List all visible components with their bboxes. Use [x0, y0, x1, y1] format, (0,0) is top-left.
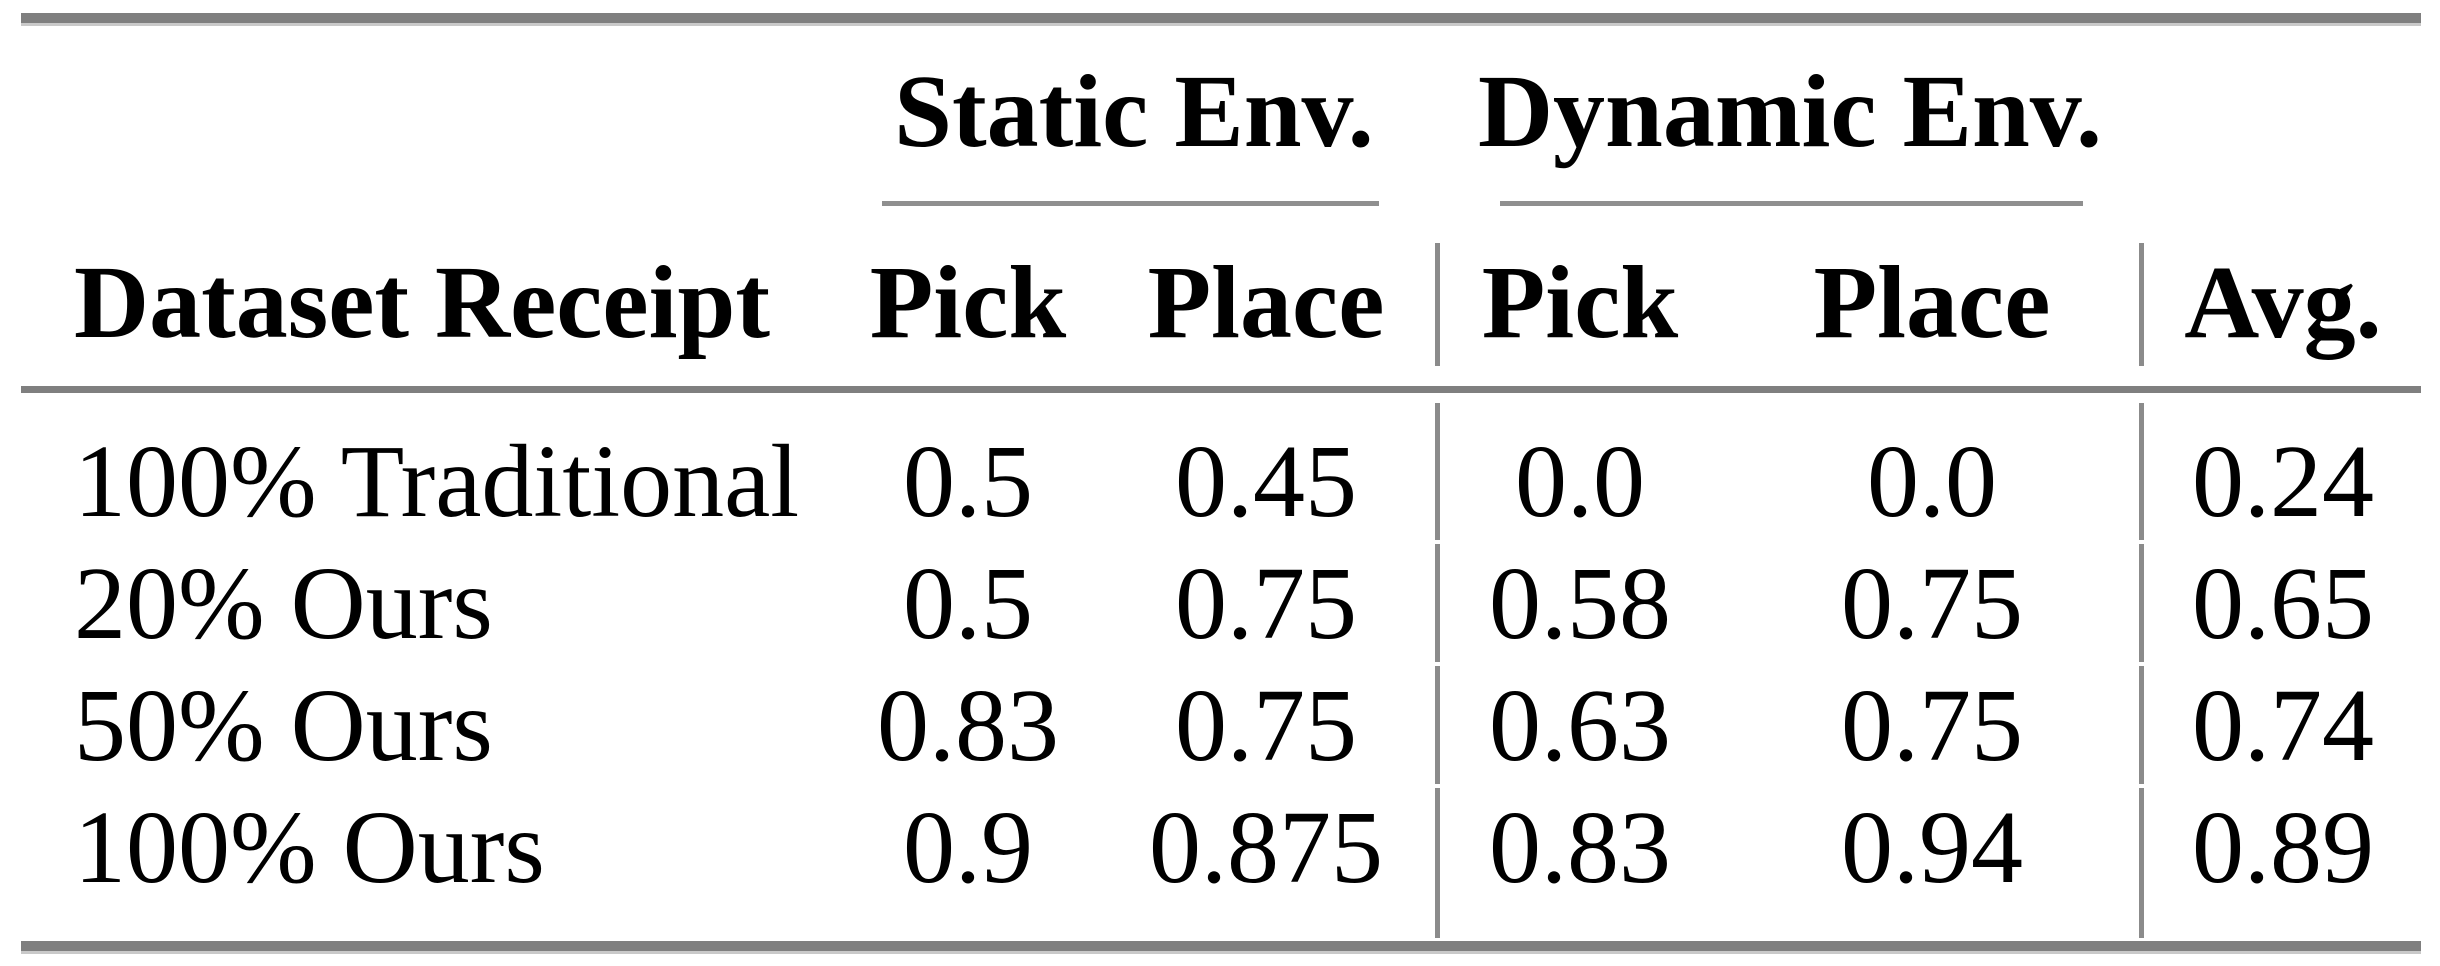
cell-static-pick: 0.83 [877, 668, 1059, 783]
cell-dynamic-pick: 0.83 [1489, 790, 1671, 905]
cell-avg: 0.65 [2192, 546, 2374, 661]
row-label: 100% Traditional [74, 424, 800, 539]
top-rule [21, 13, 2421, 23]
cell-static-place: 0.75 [1175, 546, 1357, 661]
vertical-divider [2139, 544, 2144, 662]
vertical-divider [2139, 243, 2144, 366]
vertical-divider [1435, 788, 1440, 938]
cell-dynamic-place: 0.75 [1841, 546, 2023, 661]
cell-static-place: 0.45 [1175, 424, 1357, 539]
row-label: 50% Ours [74, 668, 493, 783]
column-header-avg: Avg. [2184, 245, 2382, 360]
vertical-divider [2139, 666, 2144, 784]
cell-dynamic-place: 0.75 [1841, 668, 2023, 783]
dynamic-env-underline [1500, 201, 2083, 206]
cell-dynamic-pick: 0.0 [1515, 424, 1645, 539]
cell-dynamic-place: 0.0 [1867, 424, 1997, 539]
row-label: 100% Ours [74, 790, 545, 905]
group-header-dynamic-env: Dynamic Env. [1477, 54, 2103, 169]
column-header-dynamic-pick: Pick [1481, 245, 1679, 360]
cell-avg: 0.74 [2192, 668, 2374, 783]
cell-static-pick: 0.9 [903, 790, 1033, 905]
static-env-underline [882, 201, 1379, 206]
vertical-divider [2139, 788, 2144, 938]
cell-dynamic-pick: 0.58 [1489, 546, 1671, 661]
cell-dynamic-pick: 0.63 [1489, 668, 1671, 783]
column-header-dynamic-place: Place [1813, 245, 2051, 360]
column-header-static-pick: Pick [869, 245, 1067, 360]
column-header-static-place: Place [1147, 245, 1385, 360]
cell-static-pick: 0.5 [903, 424, 1033, 539]
cell-avg: 0.89 [2192, 790, 2374, 905]
vertical-divider [1435, 544, 1440, 662]
vertical-divider [2139, 403, 2144, 540]
group-header-static-env: Static Env. [894, 54, 1374, 169]
column-header-dataset-receipt: Dataset Receipt [74, 245, 770, 360]
cell-static-place: 0.75 [1175, 668, 1357, 783]
cell-dynamic-place: 0.94 [1841, 790, 2023, 905]
cell-static-pick: 0.5 [903, 546, 1033, 661]
row-label: 20% Ours [74, 546, 493, 661]
bottom-rule [21, 941, 2421, 951]
cell-avg: 0.24 [2192, 424, 2374, 539]
vertical-divider [1435, 666, 1440, 784]
vertical-divider [1435, 403, 1440, 540]
header-separator-rule [21, 386, 2421, 393]
cell-static-place: 0.875 [1149, 790, 1383, 905]
vertical-divider [1435, 243, 1440, 366]
